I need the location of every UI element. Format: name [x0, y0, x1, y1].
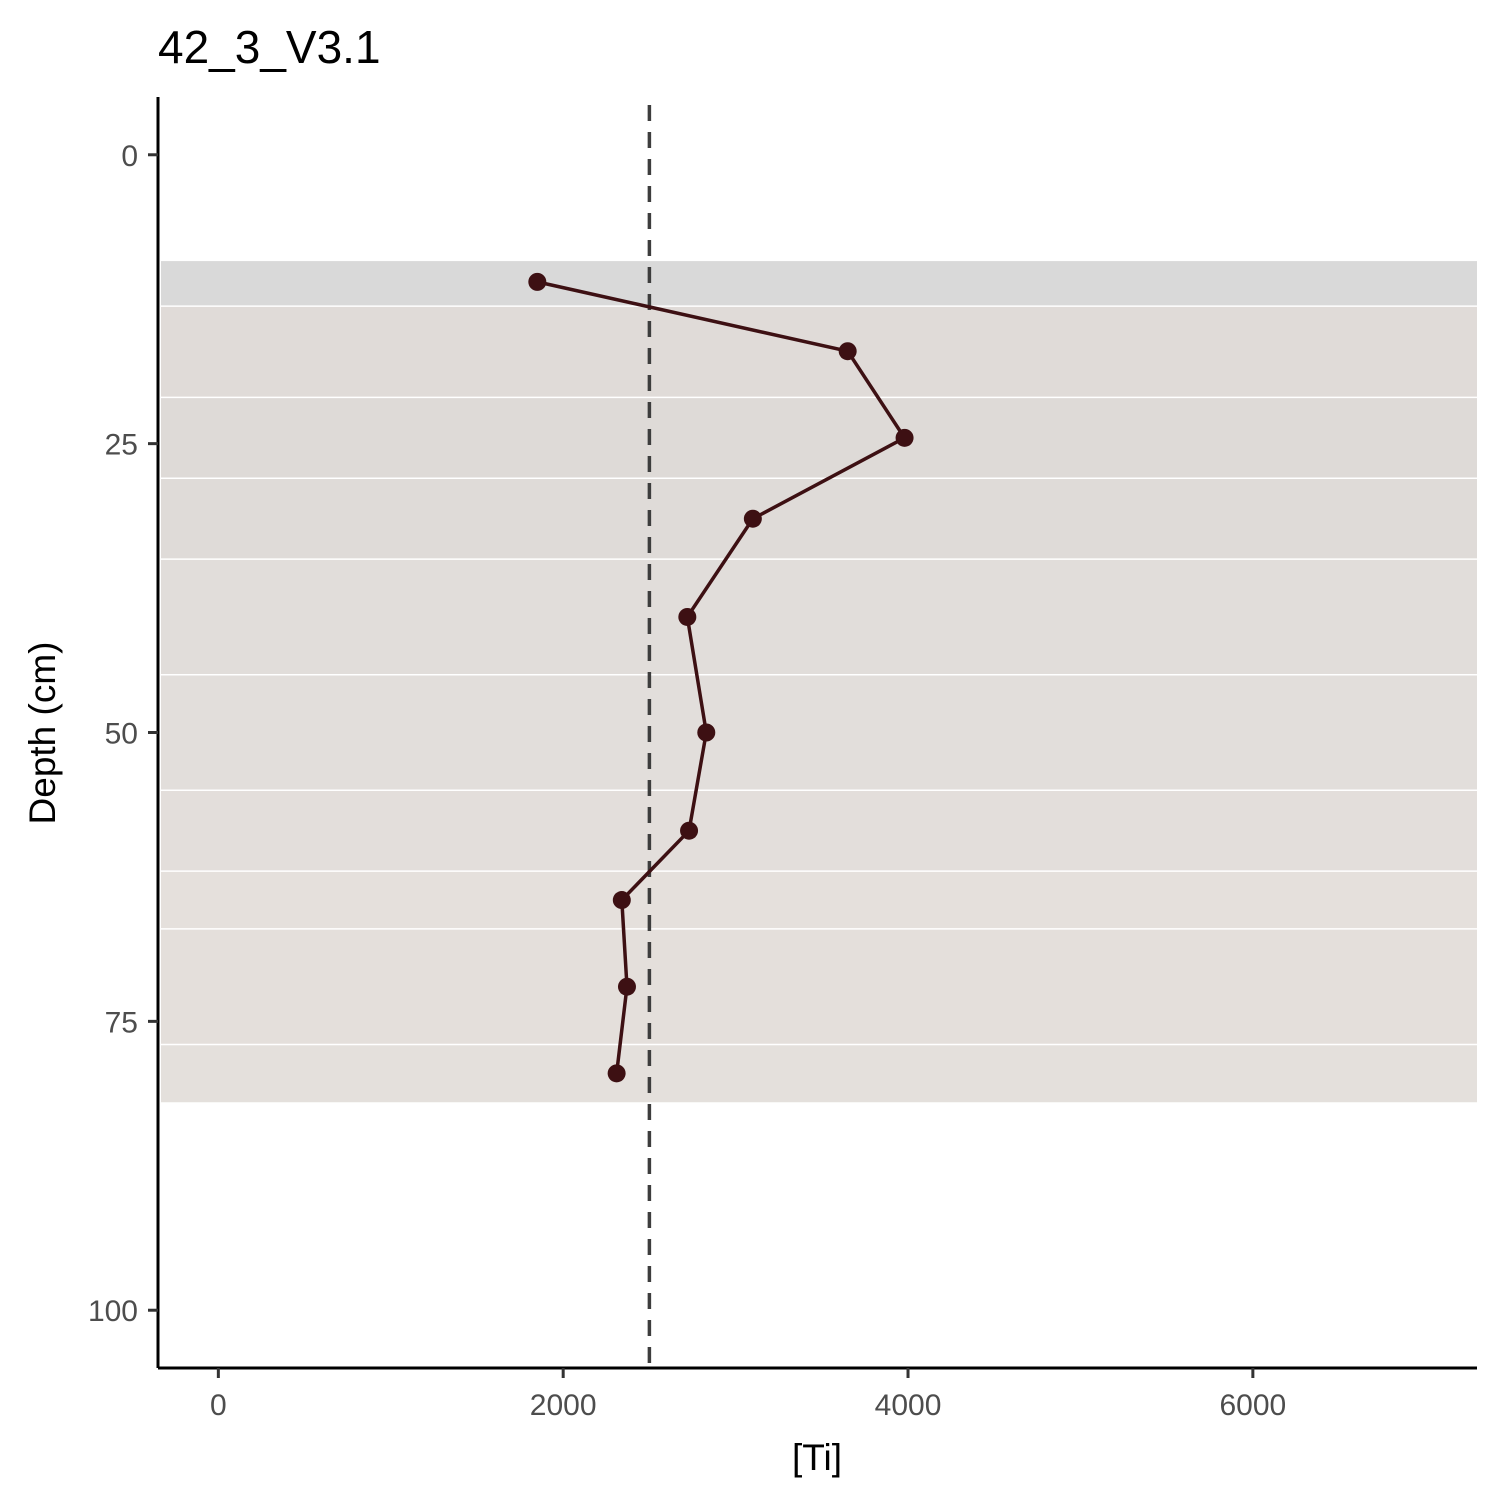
x-tick-label: 0 [210, 1389, 227, 1422]
depth-band-10 [161, 1044, 1477, 1103]
depth-band-9 [161, 928, 1477, 1045]
x-tick-label: 4000 [875, 1389, 942, 1422]
data-point [743, 509, 762, 528]
chart-title: 42_3_V3.1 [158, 21, 381, 73]
y-tick-label: 25 [105, 429, 138, 462]
y-tick-label: 50 [105, 718, 138, 751]
y-tick-label: 0 [121, 140, 138, 173]
data-point [895, 428, 914, 447]
depth-bands [161, 261, 1477, 1103]
y-axis-title: Depth (cm) [22, 642, 63, 825]
data-point [612, 891, 631, 910]
depth-band-4 [161, 478, 1477, 560]
data-point [697, 723, 716, 742]
x-tick-label: 6000 [1219, 1389, 1286, 1422]
data-point [617, 977, 636, 996]
depth-band-1 [161, 261, 1477, 307]
x-axis-ticks: 0 2000 4000 6000 [210, 1368, 1286, 1422]
depth-band-7 [161, 790, 1477, 872]
data-point [678, 607, 697, 626]
y-axis-ticks: 0 25 50 75 100 [88, 140, 158, 1328]
depth-band-8 [161, 871, 1477, 929]
x-axis-title: [Ti] [792, 1437, 842, 1478]
data-point [528, 272, 547, 291]
data-series [528, 272, 914, 1083]
x-tick-label: 2000 [530, 1389, 597, 1422]
data-point [607, 1064, 626, 1083]
depth-band-3 [161, 397, 1477, 479]
depth-band-6 [161, 674, 1477, 791]
depth-band-2 [161, 306, 1477, 398]
data-point [680, 821, 699, 840]
depth-band-5 [161, 559, 1477, 675]
data-point [838, 342, 857, 361]
series-line [536, 280, 908, 1074]
y-tick-label: 75 [105, 1006, 138, 1039]
y-tick-label: 100 [88, 1295, 138, 1328]
